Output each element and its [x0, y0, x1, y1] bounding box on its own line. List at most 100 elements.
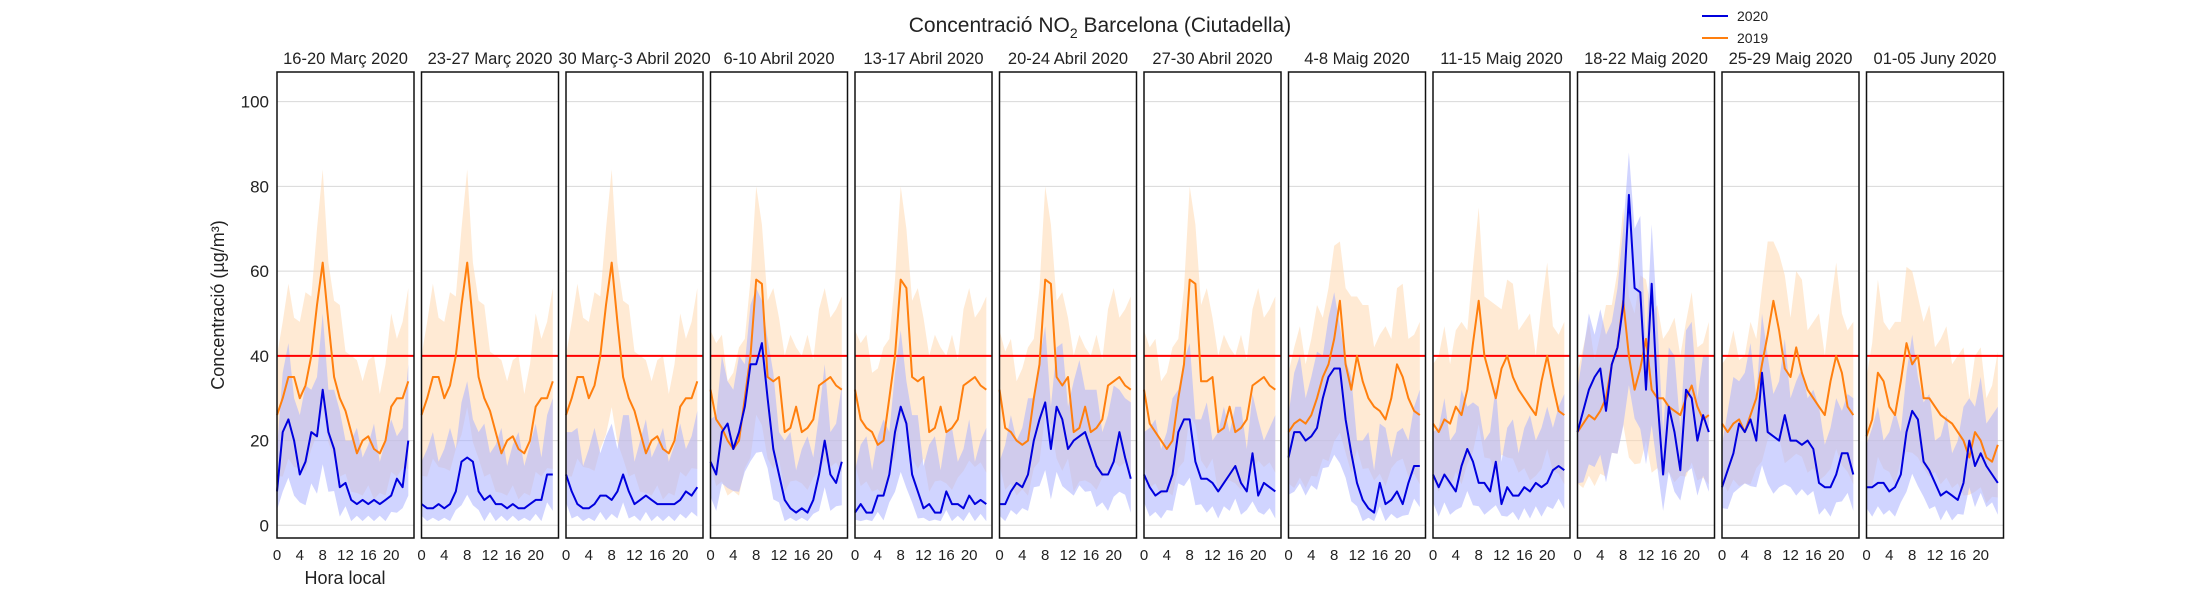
- panel-12: 01-05 Juny 2020 0 4 8 12 16 20: [1862, 50, 2005, 564]
- series-2020-line: [276, 388, 410, 506]
- panel-title: 4-8 Maig 2020: [1304, 50, 1410, 68]
- band-2020: [566, 410, 698, 522]
- panel-frame: [1143, 71, 1282, 539]
- x-tick-label: 20: [816, 547, 833, 564]
- panel-11: 25-29 Maig 2020 0 4 8 12 16 20: [1718, 50, 1860, 564]
- x-tick-label: 20: [1394, 547, 1411, 564]
- x-tick-label: 8: [463, 547, 471, 564]
- panel-frame: [420, 71, 560, 539]
- series-2020-line: [1576, 193, 1710, 476]
- x-tick-label: 12: [1204, 547, 1221, 564]
- panel-2: 23-27 Març 2020 0 4 8 12 16 20: [417, 50, 560, 564]
- x-tick-label: 20: [1105, 547, 1122, 564]
- panel-9: 11-15 Maig 2020 0 4 8 12 16 20: [1429, 50, 1571, 564]
- x-tick-label: 0: [706, 547, 714, 564]
- panel-7: 27-30 Abril 2020 0 4 8 12 16 20: [1140, 50, 1282, 564]
- x-tick-label: 0: [1140, 547, 1148, 564]
- x-tick-label: 4: [1452, 547, 1460, 564]
- x-tick-label: 20: [1972, 547, 1989, 564]
- x-tick-label: 20: [527, 547, 544, 564]
- series-2020-line: [1432, 448, 1565, 506]
- panel-title: 01-05 Juny 2020: [1874, 50, 1997, 68]
- series-2020-line: [999, 401, 1132, 506]
- x-tick-label: 4: [1018, 547, 1026, 564]
- x-tick-label: 20: [672, 547, 689, 564]
- x-tick-label: 4: [1307, 547, 1315, 564]
- series-2019-line: [420, 261, 554, 455]
- panel-3: 30 Març-3 Abril 2020 0 4 8 12 16 20: [558, 50, 710, 564]
- series-2019-line: [854, 278, 987, 446]
- band-2020: [421, 381, 553, 522]
- series-2020-line: [1721, 371, 1855, 489]
- x-tick-label: 0: [562, 547, 570, 564]
- legend-label-2019: 2019: [1737, 30, 1768, 46]
- x-tick-label: 8: [1330, 547, 1338, 564]
- x-tick-label: 0: [1718, 547, 1726, 564]
- panel-10: 18-22 Maig 2020 0 4 8 12 16 20: [1573, 50, 1716, 564]
- x-tick-label: 4: [1596, 547, 1604, 564]
- x-tick-label: 8: [1474, 547, 1482, 564]
- series-2019-line: [1143, 278, 1276, 450]
- band-2020: [855, 330, 987, 522]
- x-tick-label: 4: [1163, 547, 1171, 564]
- x-tick-label: 8: [896, 547, 904, 564]
- x-tick-label: 12: [1349, 547, 1366, 564]
- legend: 2020 2019: [1702, 8, 1768, 46]
- legend-label-2020: 2020: [1737, 8, 1768, 24]
- x-axis-label: Hora local: [304, 568, 385, 588]
- x-tick-label: 4: [296, 547, 304, 564]
- x-tick-label: 20: [961, 547, 978, 564]
- panel-frame: [998, 71, 1138, 539]
- x-tick-label: 12: [1638, 547, 1655, 564]
- panel-4: 6-10 Abril 2020 0 4 8 12 16 20: [706, 50, 849, 564]
- x-tick-label: 4: [729, 547, 737, 564]
- x-tick-label: 0: [1284, 547, 1292, 564]
- x-tick-label: 4: [585, 547, 593, 564]
- x-tick-label: 12: [915, 547, 932, 564]
- panel-title: 30 Març-3 Abril 2020: [558, 50, 710, 68]
- x-tick-label: 0: [1573, 547, 1581, 564]
- band-2020: [999, 326, 1131, 522]
- x-tick-label: 16: [1082, 547, 1099, 564]
- series-2019-line: [565, 261, 699, 455]
- x-tick-label: 0: [851, 547, 859, 564]
- panel-title: 11-15 Maig 2020: [1440, 50, 1563, 68]
- series-2020-line: [709, 342, 843, 514]
- x-tick-label: 4: [1885, 547, 1893, 564]
- y-axis-label: Concentració (µg/m³): [208, 220, 228, 389]
- panel-6: 20-24 Abril 2020 0 4 8 12 16 20: [995, 50, 1138, 564]
- x-tick-label: 20: [1539, 547, 1556, 564]
- series-2020-line: [420, 456, 553, 510]
- series-2020-line: [854, 405, 987, 514]
- band-2019: [421, 169, 553, 500]
- band-2020: [710, 288, 842, 522]
- series-2020-line: [1866, 409, 1999, 501]
- panel-frame: [854, 71, 993, 539]
- x-tick-label: 12: [337, 547, 354, 564]
- series-2019-line: [1865, 342, 1999, 463]
- series-2019-line: [1287, 299, 1421, 433]
- x-tick-label: 20: [1250, 547, 1267, 564]
- panel-title: 27-30 Abril 2020: [1152, 50, 1272, 68]
- x-tick-label: 12: [771, 547, 788, 564]
- x-tick-label: 0: [995, 547, 1003, 564]
- y-tick-label: 40: [250, 347, 269, 366]
- band-2020: [1722, 313, 1854, 517]
- panel-frame: [276, 71, 415, 539]
- x-tick-label: 12: [1782, 547, 1799, 564]
- panel-frame: [709, 71, 849, 539]
- x-tick-label: 4: [440, 547, 448, 564]
- x-tick-label: 20: [1828, 547, 1845, 564]
- x-tick-label: 8: [318, 547, 326, 564]
- panel-title: 25-29 Maig 2020: [1729, 50, 1853, 68]
- panel-title: 18-22 Maig 2020: [1584, 50, 1708, 68]
- y-tick-label: 20: [250, 432, 269, 451]
- series-2019-line: [1432, 299, 1565, 434]
- x-tick-label: 16: [1805, 547, 1822, 564]
- panel-frame: [1287, 71, 1427, 539]
- x-tick-label: 16: [504, 547, 521, 564]
- panel-frame: [565, 71, 704, 539]
- x-tick-label: 16: [1660, 547, 1677, 564]
